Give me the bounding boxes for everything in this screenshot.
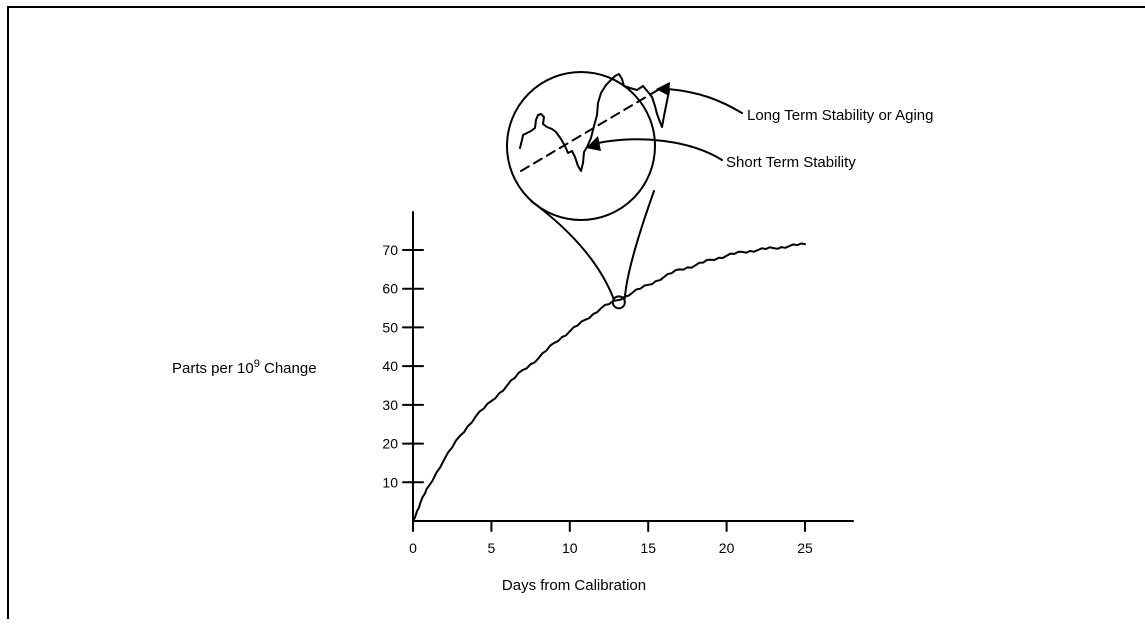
y-tick-label: 30 [382, 397, 398, 413]
short-term-arrow-line [597, 138, 723, 161]
magnifier-circle [506, 71, 656, 221]
long-term-arrowhead [656, 82, 670, 96]
y-tick-label: 10 [382, 474, 398, 490]
magnifier [506, 71, 743, 310]
annotation-short-term: Short Term Stability [726, 154, 856, 171]
magnified-point-marker [611, 295, 626, 310]
x-axis-label: Days from Calibration [502, 577, 646, 594]
annotation-long-term: Long Term Stability or Aging [747, 107, 934, 124]
y-tick-label: 50 [382, 319, 398, 335]
long-term-arrow-line [667, 88, 743, 114]
x-tick-label: 15 [640, 540, 656, 556]
y-tick-label: 40 [382, 358, 398, 374]
short-term-arrowhead [586, 136, 601, 151]
y-tick-label: 20 [382, 436, 398, 452]
long-term-trend-line [520, 83, 669, 172]
y-axis-label-suffix: Change [260, 360, 317, 377]
short-term-noise-curve [519, 73, 670, 172]
y-axis-label-prefix: Parts per 10 [172, 360, 254, 377]
x-tick-label: 10 [562, 540, 578, 556]
ticks: 0 5 10 15 20 25 10 20 30 40 50 60 70 [382, 242, 813, 556]
x-tick-label: 0 [409, 540, 417, 556]
x-tick-label: 20 [719, 540, 735, 556]
x-tick-label: 25 [797, 540, 813, 556]
magnifier-cone-right [623, 190, 655, 300]
x-tick-label: 5 [488, 540, 496, 556]
y-axis-label-superscript: 9 [254, 358, 260, 370]
series [412, 242, 806, 522]
magnifier-cone-left [530, 200, 615, 301]
data-series-line [412, 242, 806, 522]
y-axis-label: Parts per 109 Change [172, 358, 317, 377]
y-tick-label: 60 [382, 281, 398, 297]
y-tick-label: 70 [382, 242, 398, 258]
